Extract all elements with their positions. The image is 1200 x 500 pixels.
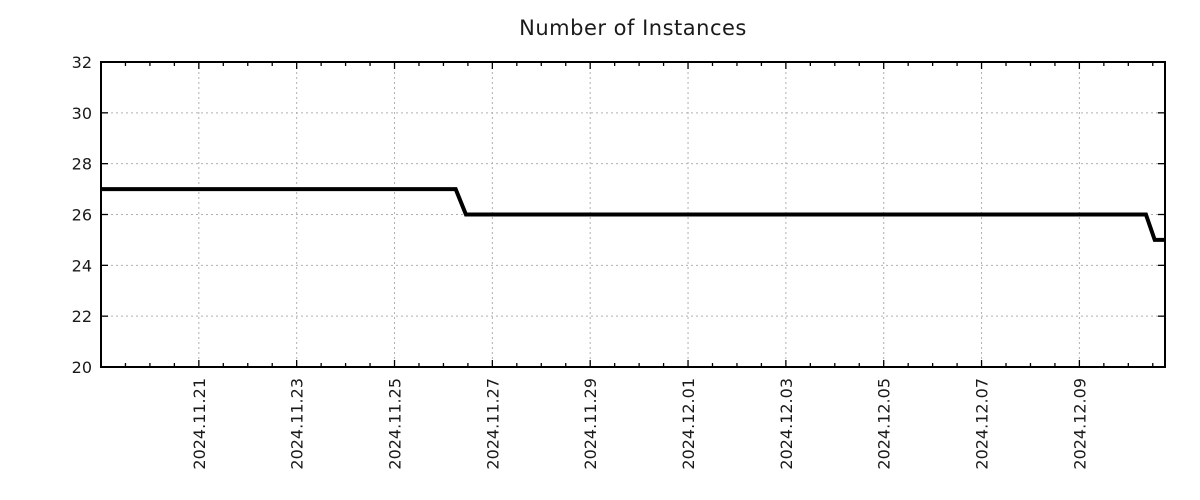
x-tick-label: 2024.12.01 <box>679 378 698 470</box>
x-tick-label: 2024.11.23 <box>288 378 307 470</box>
y-tick-label: 22 <box>72 307 92 326</box>
x-tick-label: 2024.11.21 <box>190 378 209 470</box>
x-tick-label: 2024.12.05 <box>875 378 894 470</box>
chart-title: Number of Instances <box>519 16 747 40</box>
x-tick-label: 2024.11.27 <box>483 378 502 470</box>
y-tick-label: 28 <box>72 155 92 174</box>
series-line <box>101 187 1165 242</box>
x-tick-label: 2024.12.07 <box>973 378 992 470</box>
y-tick-label: 20 <box>72 358 92 377</box>
plot-border <box>100 61 1166 368</box>
y-tick-label: 24 <box>72 256 92 275</box>
x-tick-label: 2024.12.03 <box>777 378 796 470</box>
x-tick-label: 2024.11.29 <box>581 378 600 470</box>
x-tick-label: 2024.12.09 <box>1070 378 1089 470</box>
y-tick-label: 32 <box>72 53 92 72</box>
x-tick-label: 2024.11.25 <box>386 378 405 470</box>
y-tick-label: 26 <box>72 206 92 225</box>
y-tick-label: 30 <box>72 104 92 123</box>
